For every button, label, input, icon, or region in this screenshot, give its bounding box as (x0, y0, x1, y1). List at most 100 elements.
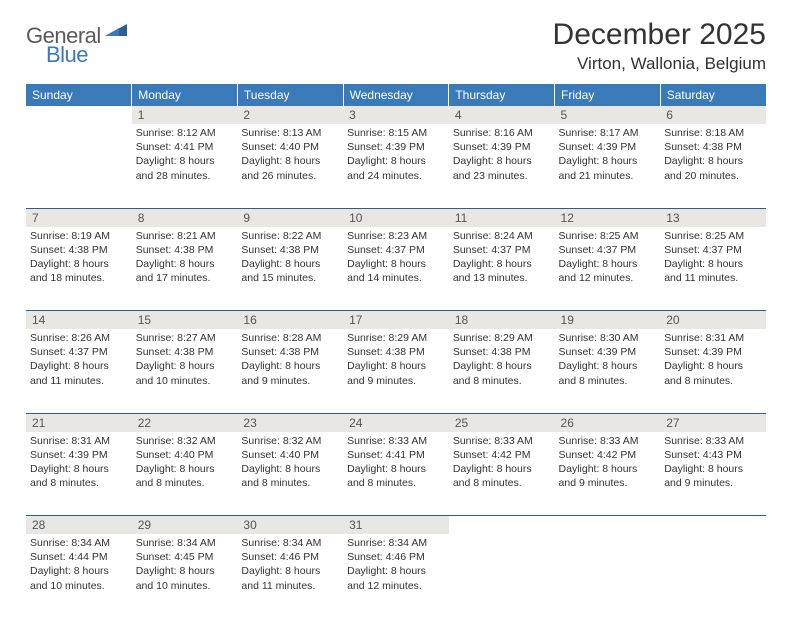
day-number-cell: 8 (132, 208, 238, 227)
daylight-line: Daylight: 8 hours and 9 minutes. (241, 359, 339, 387)
sunrise-line: Sunrise: 8:32 AM (136, 434, 234, 448)
day-cell: Sunrise: 8:31 AMSunset: 4:39 PMDaylight:… (660, 329, 766, 413)
day-cell (555, 534, 661, 618)
day-content-row: Sunrise: 8:12 AMSunset: 4:41 PMDaylight:… (26, 124, 766, 208)
sunset-line: Sunset: 4:37 PM (347, 243, 445, 257)
day-cell: Sunrise: 8:29 AMSunset: 4:38 PMDaylight:… (449, 329, 555, 413)
daylight-line: Daylight: 8 hours and 8 minutes. (664, 359, 762, 387)
sunrise-line: Sunrise: 8:34 AM (136, 536, 234, 550)
location-subtitle: Virton, Wallonia, Belgium (553, 54, 766, 74)
calendar-table: Sunday Monday Tuesday Wednesday Thursday… (26, 84, 766, 618)
day-cell: Sunrise: 8:26 AMSunset: 4:37 PMDaylight:… (26, 329, 132, 413)
sunrise-line: Sunrise: 8:16 AM (453, 126, 551, 140)
sunset-line: Sunset: 4:39 PM (559, 140, 657, 154)
day-cell: Sunrise: 8:16 AMSunset: 4:39 PMDaylight:… (449, 124, 555, 208)
sunset-line: Sunset: 4:38 PM (347, 345, 445, 359)
daylight-line: Daylight: 8 hours and 8 minutes. (453, 359, 551, 387)
day-number-cell: 5 (555, 106, 661, 124)
day-number-cell: 28 (26, 516, 132, 535)
sunset-line: Sunset: 4:46 PM (347, 550, 445, 564)
sunrise-line: Sunrise: 8:29 AM (347, 331, 445, 345)
day-number-cell: 17 (343, 311, 449, 330)
sunset-line: Sunset: 4:38 PM (136, 243, 234, 257)
sunrise-line: Sunrise: 8:23 AM (347, 229, 445, 243)
sunset-line: Sunset: 4:40 PM (241, 448, 339, 462)
day-cell: Sunrise: 8:18 AMSunset: 4:38 PMDaylight:… (660, 124, 766, 208)
day-cell: Sunrise: 8:19 AMSunset: 4:38 PMDaylight:… (26, 227, 132, 311)
day-number-cell: 6 (660, 106, 766, 124)
day-cell: Sunrise: 8:32 AMSunset: 4:40 PMDaylight:… (132, 432, 238, 516)
weekday-header-row: Sunday Monday Tuesday Wednesday Thursday… (26, 84, 766, 106)
daylight-line: Daylight: 8 hours and 11 minutes. (241, 564, 339, 592)
daylight-line: Daylight: 8 hours and 8 minutes. (559, 359, 657, 387)
sunset-line: Sunset: 4:38 PM (30, 243, 128, 257)
day-number-cell: 2 (237, 106, 343, 124)
sunrise-line: Sunrise: 8:25 AM (664, 229, 762, 243)
day-cell (449, 534, 555, 618)
sunrise-line: Sunrise: 8:18 AM (664, 126, 762, 140)
month-title: December 2025 (553, 18, 766, 52)
weekday-sat: Saturday (660, 84, 766, 106)
day-cell: Sunrise: 8:34 AMSunset: 4:45 PMDaylight:… (132, 534, 238, 618)
daylight-line: Daylight: 8 hours and 12 minutes. (559, 257, 657, 285)
day-number-cell: 7 (26, 208, 132, 227)
day-number-row: 28293031 (26, 516, 766, 535)
day-cell: Sunrise: 8:17 AMSunset: 4:39 PMDaylight:… (555, 124, 661, 208)
sunrise-line: Sunrise: 8:15 AM (347, 126, 445, 140)
weekday-thu: Thursday (449, 84, 555, 106)
sunrise-line: Sunrise: 8:28 AM (241, 331, 339, 345)
day-cell: Sunrise: 8:29 AMSunset: 4:38 PMDaylight:… (343, 329, 449, 413)
sunrise-line: Sunrise: 8:13 AM (241, 126, 339, 140)
weekday-wed: Wednesday (343, 84, 449, 106)
day-content-row: Sunrise: 8:34 AMSunset: 4:44 PMDaylight:… (26, 534, 766, 618)
sunrise-line: Sunrise: 8:22 AM (241, 229, 339, 243)
sunrise-line: Sunrise: 8:12 AM (136, 126, 234, 140)
sunset-line: Sunset: 4:38 PM (136, 345, 234, 359)
sunrise-line: Sunrise: 8:26 AM (30, 331, 128, 345)
day-cell (660, 534, 766, 618)
day-cell: Sunrise: 8:23 AMSunset: 4:37 PMDaylight:… (343, 227, 449, 311)
day-cell: Sunrise: 8:22 AMSunset: 4:38 PMDaylight:… (237, 227, 343, 311)
day-cell: Sunrise: 8:31 AMSunset: 4:39 PMDaylight:… (26, 432, 132, 516)
day-cell: Sunrise: 8:32 AMSunset: 4:40 PMDaylight:… (237, 432, 343, 516)
sunset-line: Sunset: 4:39 PM (453, 140, 551, 154)
daylight-line: Daylight: 8 hours and 15 minutes. (241, 257, 339, 285)
day-cell: Sunrise: 8:34 AMSunset: 4:46 PMDaylight:… (237, 534, 343, 618)
daylight-line: Daylight: 8 hours and 8 minutes. (347, 462, 445, 490)
day-number-cell: 22 (132, 413, 238, 432)
sunrise-line: Sunrise: 8:29 AM (453, 331, 551, 345)
day-number-cell: 24 (343, 413, 449, 432)
daylight-line: Daylight: 8 hours and 8 minutes. (453, 462, 551, 490)
sunset-line: Sunset: 4:42 PM (453, 448, 551, 462)
sunrise-line: Sunrise: 8:21 AM (136, 229, 234, 243)
sunrise-line: Sunrise: 8:27 AM (136, 331, 234, 345)
sunrise-line: Sunrise: 8:31 AM (664, 331, 762, 345)
day-content-row: Sunrise: 8:19 AMSunset: 4:38 PMDaylight:… (26, 227, 766, 311)
logo-triangle-icon (105, 22, 127, 41)
daylight-line: Daylight: 8 hours and 14 minutes. (347, 257, 445, 285)
daylight-line: Daylight: 8 hours and 9 minutes. (347, 359, 445, 387)
day-cell: Sunrise: 8:33 AMSunset: 4:41 PMDaylight:… (343, 432, 449, 516)
day-cell: Sunrise: 8:24 AMSunset: 4:37 PMDaylight:… (449, 227, 555, 311)
sunrise-line: Sunrise: 8:31 AM (30, 434, 128, 448)
daylight-line: Daylight: 8 hours and 8 minutes. (30, 462, 128, 490)
daylight-line: Daylight: 8 hours and 10 minutes. (30, 564, 128, 592)
sunset-line: Sunset: 4:40 PM (241, 140, 339, 154)
weekday-fri: Friday (555, 84, 661, 106)
day-cell: Sunrise: 8:25 AMSunset: 4:37 PMDaylight:… (555, 227, 661, 311)
sunset-line: Sunset: 4:38 PM (241, 243, 339, 257)
sunrise-line: Sunrise: 8:33 AM (453, 434, 551, 448)
sunrise-line: Sunrise: 8:32 AM (241, 434, 339, 448)
day-number-cell: 30 (237, 516, 343, 535)
weekday-tue: Tuesday (237, 84, 343, 106)
sunrise-line: Sunrise: 8:34 AM (347, 536, 445, 550)
day-number-cell: 3 (343, 106, 449, 124)
day-number-cell: 26 (555, 413, 661, 432)
day-cell (26, 124, 132, 208)
day-number-cell: 20 (660, 311, 766, 330)
day-number-cell: 1 (132, 106, 238, 124)
day-number-cell (555, 516, 661, 535)
day-cell: Sunrise: 8:33 AMSunset: 4:43 PMDaylight:… (660, 432, 766, 516)
sunset-line: Sunset: 4:37 PM (453, 243, 551, 257)
day-number-cell (26, 106, 132, 124)
